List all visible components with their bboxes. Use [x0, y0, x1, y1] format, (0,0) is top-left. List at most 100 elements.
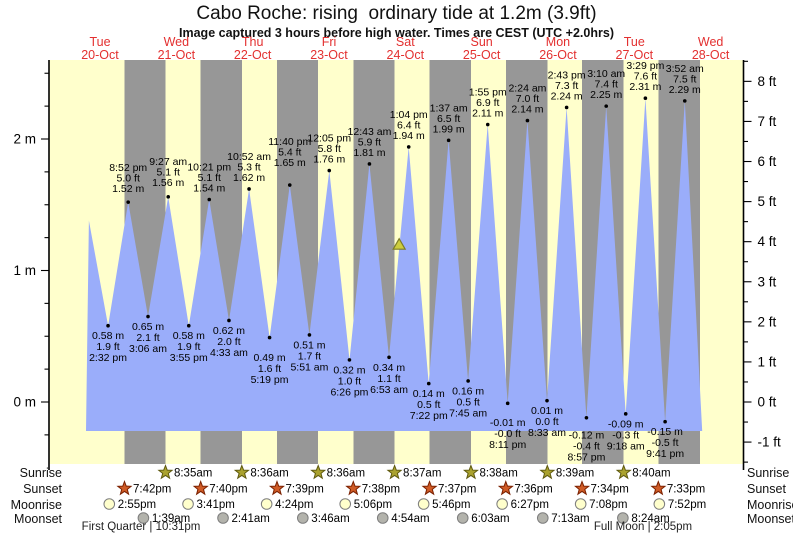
tide-dot — [287, 183, 292, 187]
day-label: Wed 28-Oct — [691, 35, 730, 62]
moonrise-icon — [103, 498, 116, 510]
moonset-icon — [536, 512, 549, 524]
low-tide-label: 0.5 ft — [456, 396, 479, 408]
high-tide-label: 3:52 am — [666, 63, 704, 75]
astro-row-label-moonset: Moonset — [747, 511, 793, 526]
tide-dot — [307, 333, 312, 337]
low-tide-label: 1.0 ft — [338, 375, 361, 387]
tick-label-right: 8 ft — [758, 74, 777, 89]
tide-dot — [525, 118, 530, 123]
low-tide-label: 3:55 pm — [170, 352, 208, 364]
high-tide-label: 12:05 pm — [307, 133, 351, 145]
low-tide-label: 5:51 am — [290, 361, 328, 373]
high-tide-label: 1.52 m — [112, 183, 144, 195]
moonrise-time: 4:24pm — [275, 499, 313, 511]
moonset-time: 1:39am — [152, 513, 190, 525]
low-tide-label: -0.3 ft — [612, 429, 639, 441]
sunset-icon — [574, 480, 591, 496]
low-tide-label: 0.58 m — [92, 330, 124, 342]
moonset-time: 7:13am — [551, 513, 589, 525]
low-tide-label: -0.01 m — [490, 417, 526, 429]
high-tide-label: 5.1 ft — [198, 172, 221, 184]
tide-curve-area — [86, 98, 703, 431]
low-tide-label: 1.9 ft — [96, 341, 119, 353]
high-tide-label: 1.62 m — [233, 172, 265, 184]
sunset-time: 7:40pm — [209, 484, 247, 496]
sunset-time: 7:37pm — [438, 484, 476, 496]
high-tide-label: 2.11 m — [472, 108, 504, 120]
tide-dot — [564, 105, 569, 110]
low-tide-label: 2:32 pm — [89, 352, 127, 364]
sunrise-icon — [233, 464, 250, 480]
tick-label-right: 2 ft — [758, 314, 777, 329]
tide-dot — [446, 138, 451, 143]
high-tide-label: 2.24 m — [551, 90, 583, 102]
moonrise-icon — [417, 498, 430, 510]
high-tide-label: 7.6 ft — [634, 71, 657, 83]
day-label: Fri 23-Oct — [310, 35, 348, 62]
high-tide-label: 1.56 m — [152, 177, 184, 189]
sunset-icon — [650, 480, 667, 496]
high-tide-label: 3:29 pm — [626, 60, 664, 72]
sunset-time: 7:38pm — [362, 484, 400, 496]
sunset-icon — [192, 480, 209, 496]
tide-dot — [466, 379, 470, 383]
tide-dot — [327, 168, 332, 173]
low-tide-label: 0.49 m — [254, 352, 286, 364]
moonrise-time: 7:52pm — [668, 499, 706, 511]
moonrise-icon — [574, 498, 587, 510]
low-tide-label: -0.5 ft — [652, 437, 679, 449]
axis-tick-labels: 0 m 1 m 2 m -1 ft 0 ft 1 ft 2 ft 3 ft 4 ft 5 ft 6 … — [13, 74, 781, 450]
high-tide-label: 7.5 ft — [673, 73, 696, 85]
tide-dot — [406, 145, 411, 149]
tide-dot — [347, 358, 352, 362]
tide-dot — [584, 415, 589, 420]
high-tide-label: 7.3 ft — [555, 80, 578, 92]
high-tide-label: 1.65 m — [274, 157, 306, 169]
axis-ticks — [41, 60, 752, 463]
astro-row-label-moonrise: Moonrise — [747, 497, 793, 512]
sunrise-icon — [310, 464, 327, 480]
high-tide-label: 7.0 ft — [516, 93, 539, 105]
high-tide-label: 10:21 pm — [187, 161, 231, 173]
moonrise-time: 5:46pm — [432, 499, 470, 511]
moonset-time: 8:24am — [631, 513, 669, 525]
moonset-icon — [217, 512, 229, 524]
tick-label-right: 7 ft — [758, 114, 777, 129]
tide-dot — [146, 314, 150, 319]
current-level-marker — [392, 237, 407, 250]
day-label: Mon 26-Oct — [539, 35, 577, 62]
high-tide-label: 10:52 am — [227, 151, 271, 163]
low-tide-label: 0.34 m — [373, 362, 405, 374]
high-tide-label: 3:10 am — [587, 68, 625, 80]
day-label: Tue 27-Oct — [615, 35, 654, 62]
sunset-icon — [497, 480, 514, 496]
low-tide-label: 1.9 ft — [177, 341, 200, 353]
day-label: Thu 22-Oct — [233, 35, 272, 62]
sunrise-time: 8:35am — [174, 468, 212, 480]
sunrise-icon — [539, 464, 556, 480]
moonset-icon — [456, 512, 469, 524]
moonset-icon — [617, 512, 629, 524]
tick-label-left: 1 m — [13, 263, 36, 278]
low-tide-label: -0.09 m — [608, 418, 644, 430]
low-tide-label: 3:06 am — [129, 343, 167, 355]
high-tide-label: 6.5 ft — [437, 113, 460, 125]
low-tide-label: -0.0 ft — [494, 428, 521, 440]
astro-row-label-sunset: Sunset — [23, 482, 62, 496]
tide-dot — [227, 318, 231, 323]
low-tide-label: 2.1 ft — [136, 332, 159, 344]
sunrise-time: 8:39am — [556, 468, 594, 480]
sunset-icon — [268, 480, 285, 496]
low-tide-label: 0.65 m — [132, 321, 164, 333]
sunrise-icon — [386, 464, 403, 480]
moon-phase-first-quarter: First Quarter | 10:31pm — [81, 521, 201, 533]
moonrise-time: 3:41pm — [197, 499, 235, 511]
sunset-icon — [116, 480, 133, 496]
sunrise-icon — [157, 464, 174, 480]
sunrise-icon — [462, 464, 479, 480]
low-tide-label: 0.5 ft — [417, 399, 440, 411]
high-tide-label: 2.31 m — [629, 81, 661, 93]
high-tide-label: 7.4 ft — [595, 79, 618, 91]
